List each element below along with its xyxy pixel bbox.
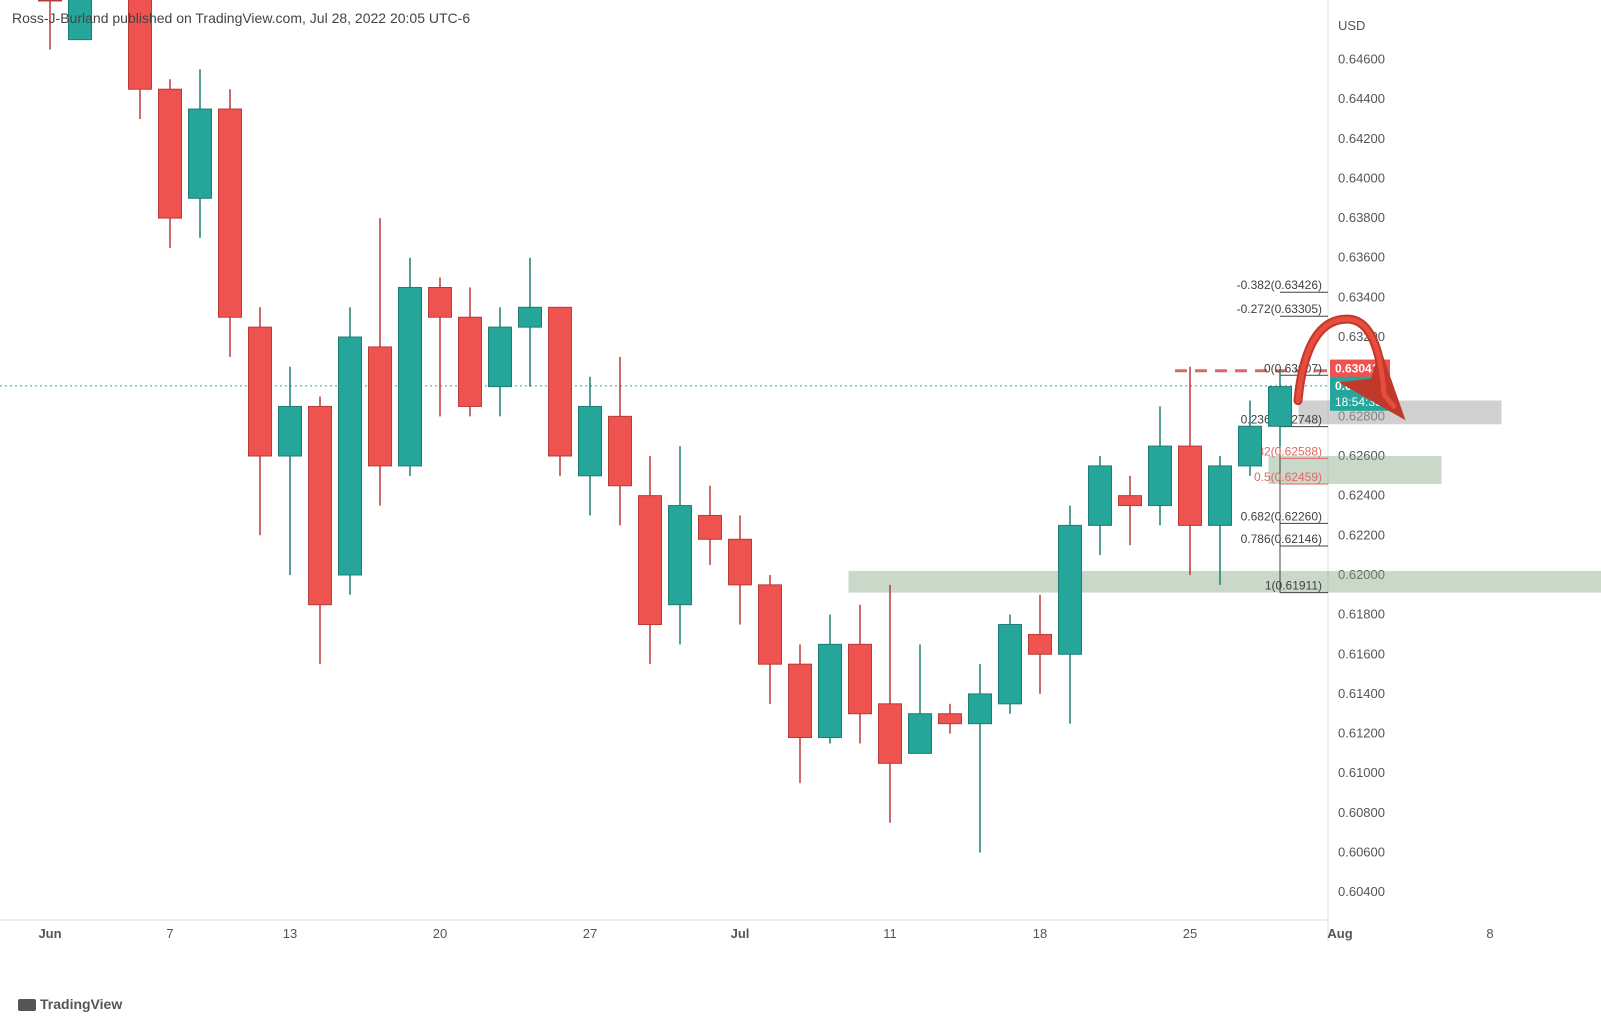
- candle-body[interactable]: [579, 406, 602, 475]
- fib-level-label: -0.272(0.63305): [1237, 302, 1322, 316]
- candle-body[interactable]: [399, 287, 422, 465]
- y-tick-label: 0.64000: [1338, 170, 1385, 185]
- y-tick-label: 0.60600: [1338, 845, 1385, 860]
- candle-body[interactable]: [669, 506, 692, 605]
- y-tick-label: 0.61200: [1338, 726, 1385, 741]
- candle-body[interactable]: [1059, 525, 1082, 654]
- candle-body[interactable]: [759, 585, 782, 664]
- svg-text:0.62954: 0.62954: [1335, 379, 1379, 393]
- candle-body[interactable]: [1179, 446, 1202, 525]
- x-tick-label: 11: [883, 926, 897, 941]
- candle-body[interactable]: [39, 0, 62, 1]
- candle-body[interactable]: [549, 307, 572, 456]
- candle-body[interactable]: [1119, 496, 1142, 506]
- tradingview-watermark: TradingView: [18, 996, 122, 1012]
- fib-level-label: -0.382(0.63426): [1237, 278, 1322, 292]
- x-tick-label: 27: [583, 926, 597, 941]
- y-tick-label: 0.61400: [1338, 686, 1385, 701]
- y-tick-label: 0.60400: [1338, 884, 1385, 899]
- y-tick-label: 0.64400: [1338, 91, 1385, 106]
- candle-body[interactable]: [789, 664, 812, 737]
- y-tick-label: 0.61800: [1338, 607, 1385, 622]
- candle-body[interactable]: [489, 327, 512, 386]
- x-tick-label: Jun: [38, 926, 61, 941]
- countdown-timer: 18:54:39: [1335, 395, 1382, 409]
- candle-body[interactable]: [429, 287, 452, 317]
- y-tick-label: 0.64200: [1338, 131, 1385, 146]
- candle-body[interactable]: [639, 496, 662, 625]
- candle-body[interactable]: [1149, 446, 1172, 505]
- x-tick-label: 18: [1033, 926, 1047, 941]
- y-tick-label: 0.61000: [1338, 765, 1385, 780]
- candle-body[interactable]: [369, 347, 392, 466]
- demand-zone-large: [849, 571, 1601, 593]
- fib-level-label: 0.682(0.62260): [1241, 509, 1322, 523]
- candlestick-chart[interactable]: 0.60400 0.60600 0.60800 0.61000 0.61200 0.614…: [0, 0, 1601, 1022]
- currency-label: USD: [1338, 18, 1365, 33]
- candle-body[interactable]: [999, 625, 1022, 704]
- candle-body[interactable]: [939, 714, 962, 724]
- candle-body[interactable]: [249, 327, 272, 456]
- y-tick-label: 0.62400: [1338, 488, 1385, 503]
- candle-body[interactable]: [189, 109, 212, 198]
- candle-body[interactable]: [849, 644, 872, 713]
- fib-level-label: 0.786(0.62146): [1241, 532, 1322, 546]
- candle-body[interactable]: [969, 694, 992, 724]
- svg-text:0.63041: 0.63041: [1335, 362, 1379, 376]
- candle-body[interactable]: [819, 644, 842, 737]
- y-tick-label: 0.61600: [1338, 646, 1385, 661]
- x-tick-label: 20: [433, 926, 447, 941]
- candle-body[interactable]: [339, 337, 362, 575]
- candle-body[interactable]: [699, 515, 722, 539]
- candle-body[interactable]: [519, 307, 542, 327]
- fib-level-label: 0.5(0.62459): [1254, 470, 1322, 484]
- x-tick-label: 25: [1183, 926, 1197, 941]
- y-tick-label: 0.63400: [1338, 289, 1385, 304]
- supply-zone-grey: [1299, 400, 1502, 424]
- candle-body[interactable]: [1269, 387, 1292, 427]
- fib-level-label: 0(0.63007): [1264, 361, 1322, 375]
- candle-body[interactable]: [909, 714, 932, 754]
- y-tick-label: 0.62200: [1338, 527, 1385, 542]
- candle-body[interactable]: [309, 406, 332, 604]
- x-tick-label: 7: [166, 926, 173, 941]
- y-tick-label: 0.63600: [1338, 250, 1385, 265]
- attribution: Ross-J-Burland published on TradingView.…: [12, 10, 470, 26]
- candle-body[interactable]: [459, 317, 482, 406]
- candle-body[interactable]: [729, 539, 752, 585]
- candle-body[interactable]: [1029, 634, 1052, 654]
- candle-body[interactable]: [159, 89, 182, 218]
- x-tick-label: Aug: [1327, 926, 1352, 941]
- candle-body[interactable]: [219, 109, 242, 317]
- tradingview-logo-icon: [18, 999, 36, 1011]
- candle-body[interactable]: [1239, 426, 1262, 466]
- x-tick-label: Jul: [731, 926, 750, 941]
- candle-body[interactable]: [279, 406, 302, 456]
- candle-body[interactable]: [1209, 466, 1232, 525]
- x-tick-label: 8: [1486, 926, 1493, 941]
- y-tick-label: 0.64600: [1338, 51, 1385, 66]
- y-tick-label: 0.63800: [1338, 210, 1385, 225]
- x-tick-label: 13: [283, 926, 297, 941]
- candle-body[interactable]: [609, 416, 632, 485]
- y-tick-label: 0.60800: [1338, 805, 1385, 820]
- candle-body[interactable]: [1089, 466, 1112, 525]
- fib-level-label: 1(0.61911): [1265, 579, 1322, 593]
- candle-body[interactable]: [879, 704, 902, 763]
